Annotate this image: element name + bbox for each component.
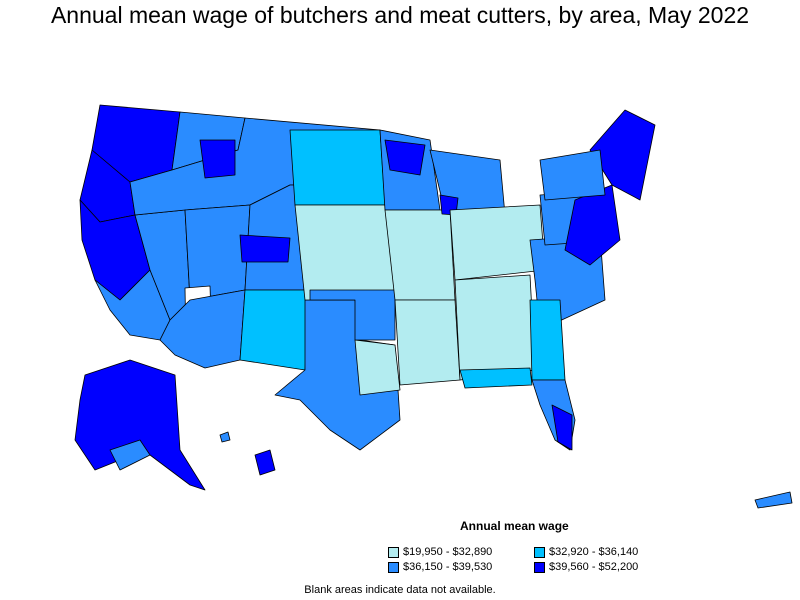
legend-title: Annual mean wage <box>460 519 569 533</box>
map-title: Annual mean wage of butchers and meat cu… <box>50 2 750 28</box>
legend-label-1: $19,950 - $32,890 <box>403 546 493 558</box>
legend-item-3: $36,150 - $39,530 <box>388 561 492 573</box>
region-northeast-corridor <box>564 184 621 266</box>
region-puerto-rico <box>754 491 793 509</box>
region-arkansas-louisiana <box>394 299 461 386</box>
region-hawaii-big-island <box>254 449 276 476</box>
region-georgia <box>529 299 566 381</box>
legend-swatch-4 <box>534 561 545 573</box>
region-dakotas <box>289 129 386 206</box>
legend-swatch-2 <box>534 546 545 558</box>
legend-label-2: $32,920 - $36,140 <box>549 546 639 558</box>
region-texas-east-low <box>354 339 401 396</box>
legend-item-1: $19,950 - $32,890 <box>388 546 492 558</box>
region-new-mexico <box>239 289 311 371</box>
region-minnesota-north-high <box>384 139 426 176</box>
region-colorado-front-range <box>239 234 291 263</box>
region-florida-south-high <box>551 404 573 451</box>
region-nebraska-kansas <box>294 204 396 301</box>
region-montana-west-high <box>199 139 236 179</box>
region-deep-south <box>454 274 536 381</box>
region-new-england <box>589 109 656 201</box>
region-utah <box>184 204 251 301</box>
region-alaska-southeast <box>109 439 151 471</box>
legend-item-2: $32,920 - $36,140 <box>534 546 638 558</box>
legend-swatch-1 <box>388 546 399 558</box>
region-upstate-new-york <box>539 149 606 201</box>
legend-label-3: $36,150 - $39,530 <box>403 561 493 573</box>
region-iowa-missouri <box>384 209 456 301</box>
legend-label-4: $39,560 - $52,200 <box>549 561 639 573</box>
region-gulf-coast-mid <box>459 367 533 389</box>
legend-item-4: $39,560 - $52,200 <box>534 561 638 573</box>
region-hawaii-oahu <box>219 431 231 443</box>
legend-swatch-3 <box>388 561 399 573</box>
region-alaska <box>74 359 206 491</box>
footnote: Blank areas indicate data not available. <box>304 584 496 596</box>
